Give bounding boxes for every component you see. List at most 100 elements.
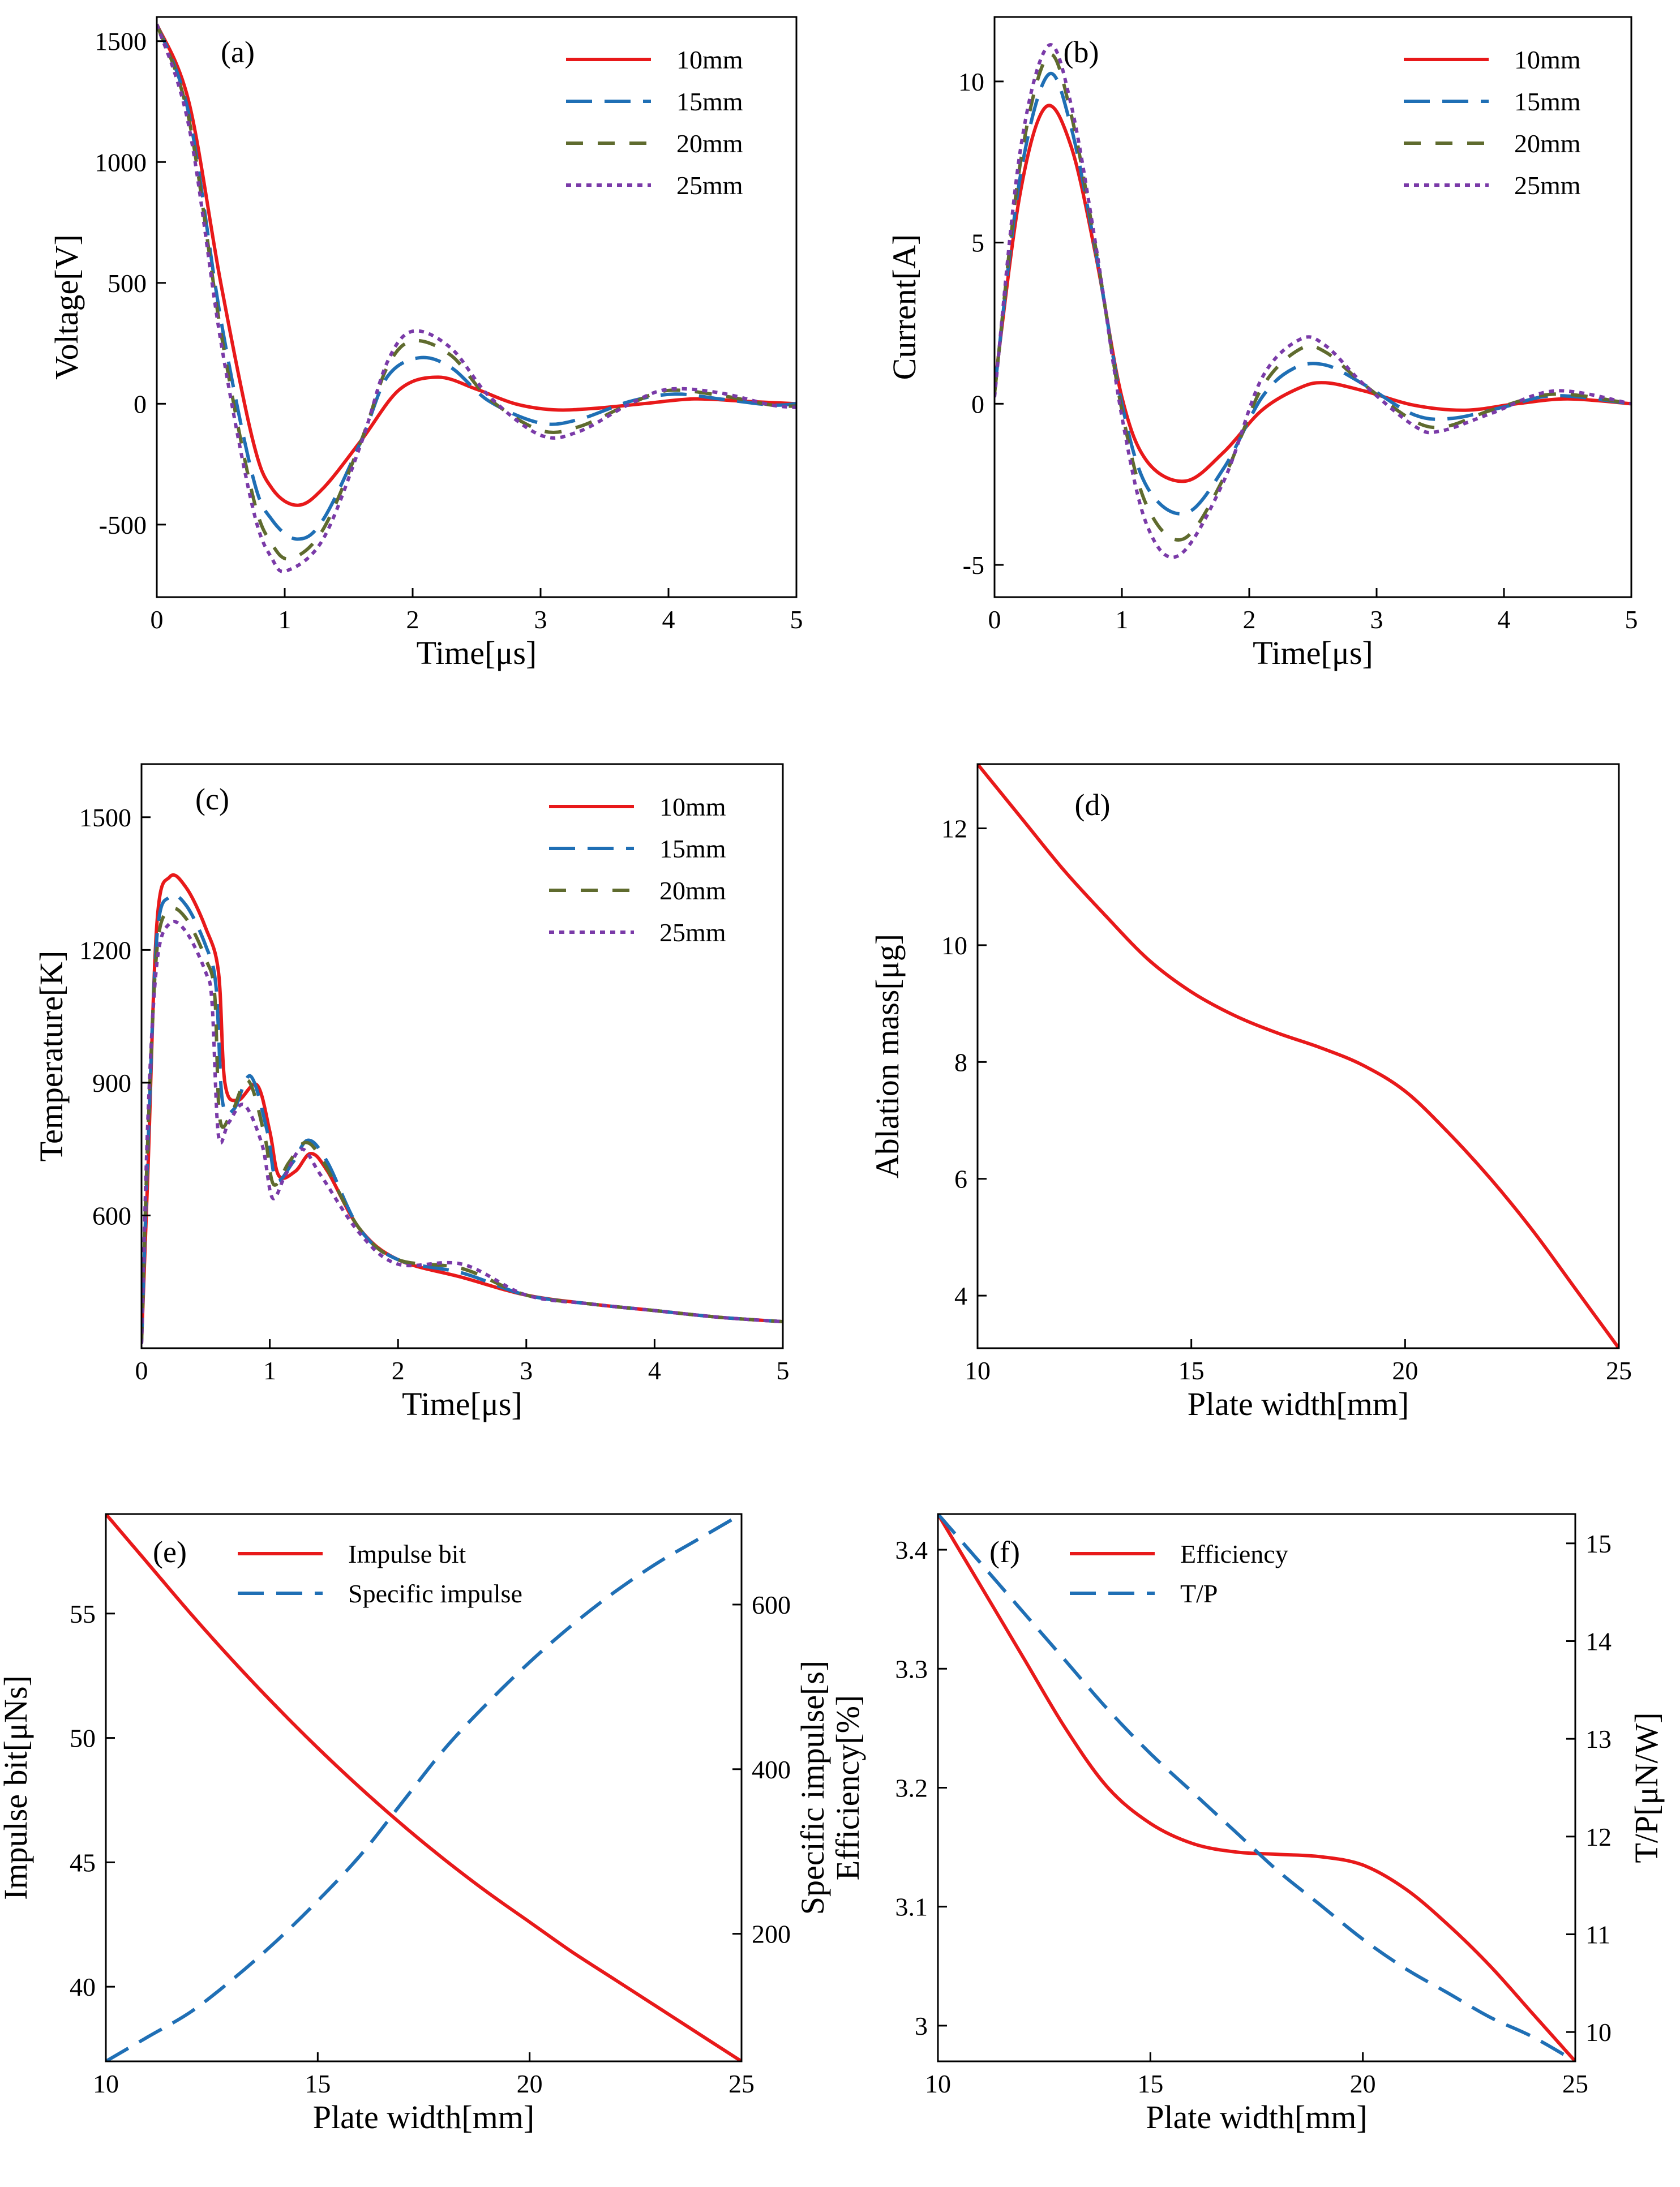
x-tick-label: 10 xyxy=(965,1356,991,1385)
x-axis-title: Plate width[mm] xyxy=(1146,2099,1367,2135)
x-tick-label: 2 xyxy=(1243,605,1256,634)
legend-label: 20mm xyxy=(1514,129,1581,158)
y2-tick-label: 14 xyxy=(1585,1627,1612,1656)
x-tick-label: 0 xyxy=(135,1356,148,1385)
plot-frame-c xyxy=(140,763,784,1349)
y2-axis-title: Specific impulse[s] xyxy=(794,1661,831,1915)
x-tick-label: 4 xyxy=(1498,605,1511,634)
y-tick-label: 1500 xyxy=(95,27,147,56)
x-axis-title: Time[μs] xyxy=(1253,634,1373,671)
y-tick-label: 4 xyxy=(954,1281,967,1310)
y-tick-label: 3.4 xyxy=(895,1536,928,1564)
y-tick-label: 8 xyxy=(954,1048,967,1077)
chart-panel-a: 0 1 2 3 4 5 -500 0 500 1000 1500 Time[μs] Voltage[V]… xyxy=(48,16,803,671)
x-tick-label: 25 xyxy=(1562,2069,1588,2098)
x-tick-label: 3 xyxy=(520,1356,533,1385)
legend-label: Specific impulse xyxy=(348,1579,522,1608)
x-tick-label: 25 xyxy=(728,2069,755,2098)
legend-label: 10mm xyxy=(659,792,726,821)
y-tick-label: 900 xyxy=(92,1069,131,1097)
y-axis-title: Efficiency[%] xyxy=(829,1695,866,1880)
legend-e: Impulse bit Specific impulse xyxy=(238,1540,522,1608)
y-tick-label: 10 xyxy=(958,67,984,96)
legend-c: 10mm 15mm 20mm 25mm xyxy=(549,792,726,947)
y-tick-label: 600 xyxy=(92,1201,131,1230)
legend-label: 25mm xyxy=(1514,171,1581,200)
y2-axis-title: T/P[μN/W] xyxy=(1628,1712,1665,1863)
y-tick-label: 3.3 xyxy=(895,1654,928,1683)
legend-label: 20mm xyxy=(659,876,726,905)
series-line-f-2 xyxy=(938,1514,1575,2061)
series-line-b-2 xyxy=(995,72,1631,516)
x-axis-title: Time[μs] xyxy=(402,1386,522,1422)
y-tick-label: 0 xyxy=(971,389,984,418)
x-tick-label: 15 xyxy=(1137,2069,1163,2098)
y2-tick-label: 200 xyxy=(752,1920,791,1949)
legend-label: 25mm xyxy=(676,171,743,200)
x-axis-title: Time[μs] xyxy=(417,634,537,671)
x-tick-label: 3 xyxy=(534,605,547,634)
y2-tick-label: 12 xyxy=(1585,1823,1612,1851)
x-tick-label: 2 xyxy=(406,605,419,634)
legend-label: 15mm xyxy=(659,834,726,863)
legend-label: 10mm xyxy=(676,45,743,74)
chart-panel-e: 10 15 20 25 40 45 50 55 200 400 600 Plate width[mm]… xyxy=(0,1513,831,2135)
panel-label: (d) xyxy=(1075,788,1111,822)
x-tick-label: 15 xyxy=(1178,1356,1205,1385)
series-line-e-1 xyxy=(106,1514,742,2061)
y2-tick-label: 11 xyxy=(1585,1920,1610,1949)
y2-tick-label: 15 xyxy=(1585,1529,1612,1558)
series-line-a-1 xyxy=(157,23,796,507)
x-tick-label: 5 xyxy=(777,1356,790,1385)
series-line-b-4 xyxy=(995,43,1631,559)
y-tick-label: 1000 xyxy=(95,148,147,177)
legend-label: 10mm xyxy=(1514,45,1581,74)
x-axis-title: Plate width[mm] xyxy=(313,2099,534,2135)
x-tick-label: 0 xyxy=(988,605,1001,634)
y-tick-label: -500 xyxy=(99,511,147,539)
x-tick-label: 4 xyxy=(662,605,675,634)
series-line-a-4 xyxy=(157,23,796,573)
y-tick-label: 10 xyxy=(941,931,967,960)
x-tick-label: 20 xyxy=(1350,2069,1376,2098)
chart-panel-c: 0 1 2 3 4 5 600 900 1200 1500 Time[μs] Temperature[… xyxy=(33,763,790,1422)
x-tick-label: 10 xyxy=(925,2069,951,2098)
plot-frame-b xyxy=(993,16,1632,598)
y-tick-label: 12 xyxy=(941,814,967,843)
series-line-e-2 xyxy=(106,1514,742,2061)
y-tick-label: 500 xyxy=(108,269,147,298)
legend-label: 25mm xyxy=(659,918,726,947)
y-tick-label: 6 xyxy=(954,1165,967,1194)
y-tick-label: -5 xyxy=(963,551,984,580)
panel-label: (e) xyxy=(153,1535,187,1569)
legend-label: Impulse bit xyxy=(348,1540,466,1568)
y-tick-label: 3 xyxy=(915,2012,928,2040)
x-tick-label: 25 xyxy=(1606,1356,1632,1385)
legend-f: Efficiency T/P xyxy=(1070,1540,1288,1608)
y-tick-label: 3.2 xyxy=(895,1774,928,1803)
legend-b: 10mm 15mm 20mm 25mm xyxy=(1404,45,1581,200)
y-axis-title: Temperature[K] xyxy=(33,951,70,1162)
series-line-b-1 xyxy=(995,104,1631,483)
plot-frame-e xyxy=(105,1513,743,2062)
x-tick-label: 2 xyxy=(392,1356,405,1385)
x-tick-label: 5 xyxy=(1625,605,1638,634)
x-tick-label: 5 xyxy=(790,605,803,634)
x-axis-title: Plate width[mm] xyxy=(1188,1386,1409,1422)
series-line-f-1 xyxy=(938,1514,1575,2061)
legend-label: Efficiency xyxy=(1180,1540,1288,1568)
panel-label: (a) xyxy=(221,35,255,69)
y-axis-title: Impulse bit[μNs] xyxy=(0,1675,34,1900)
x-tick-label: 15 xyxy=(305,2069,331,2098)
legend-label: 20mm xyxy=(676,129,743,158)
plot-frame-d xyxy=(976,763,1620,1349)
y-tick-label: 1500 xyxy=(79,803,131,832)
x-tick-label: 1 xyxy=(1116,605,1129,634)
y-tick-label: 1200 xyxy=(79,936,131,964)
y-axis-title: Current[A] xyxy=(886,234,923,380)
y-tick-label: 50 xyxy=(70,1724,96,1753)
plot-frame-a xyxy=(156,16,798,598)
